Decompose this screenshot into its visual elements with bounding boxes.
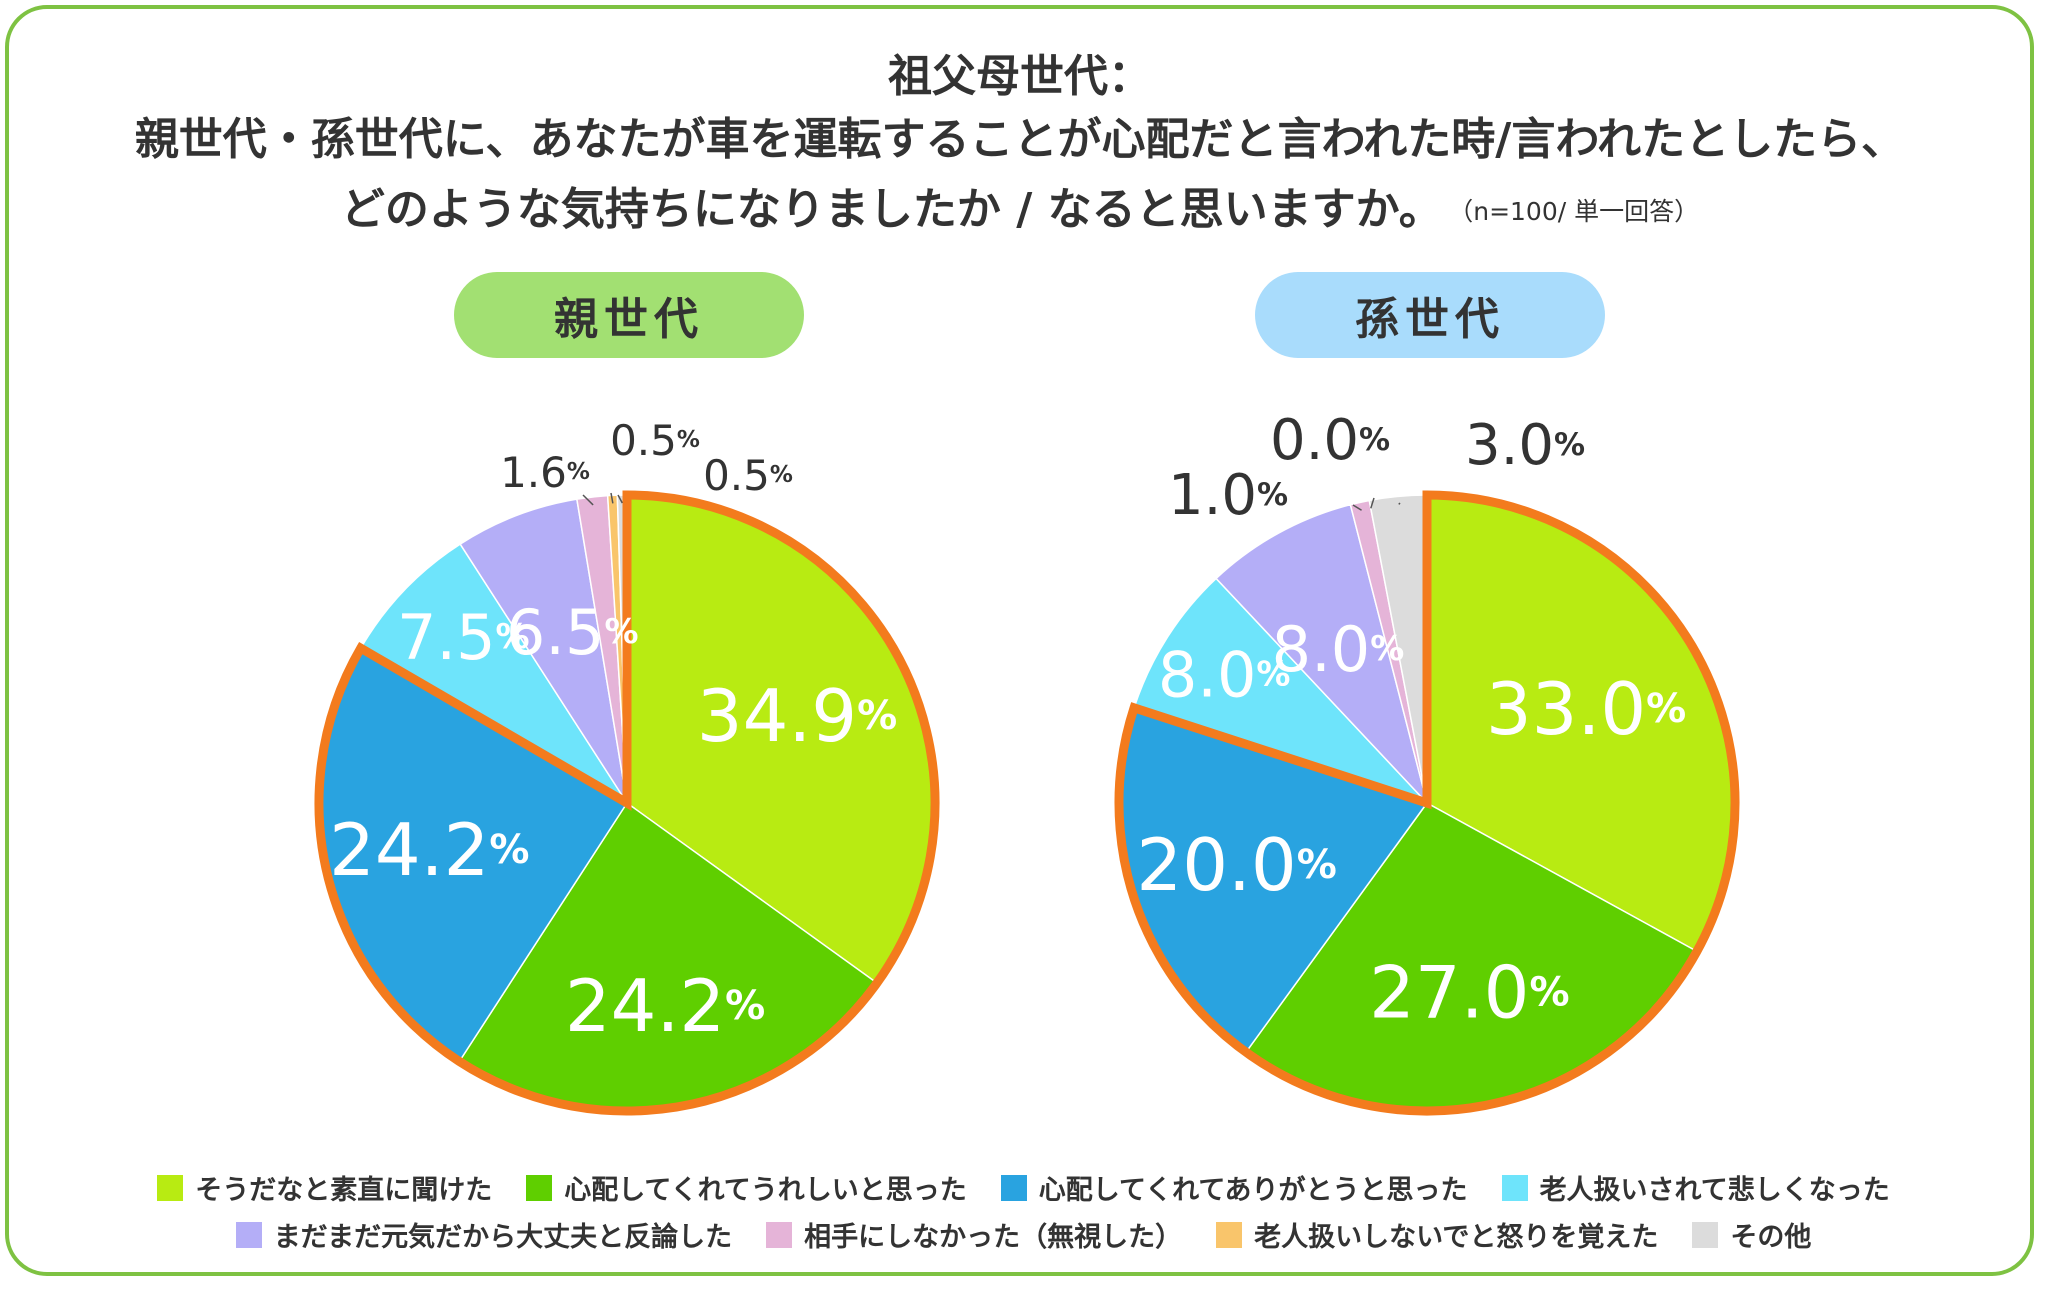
chart-title-line2: 親世代・孫世代に、あなたが車を運転することが心配だと言われた時/言われたとしたら… [134,114,1906,165]
legend-label: 老人扱いされて悲しくなった [1539,1175,1890,1206]
pie-slice [1215,503,1428,804]
pie-value-label: 27.0% [1369,950,1569,1034]
pie-value-label: 8.0% [1158,638,1291,711]
legend-item: まだまだ元気だから大丈夫と反論した [235,1215,733,1254]
legend-item: 相手にしなかった（無視した） [766,1215,1182,1254]
leader-line [617,494,623,504]
pie-value-label: 3.0% [1465,413,1585,478]
legend-swatch [157,1174,184,1201]
pie-value-label: 8.0% [1272,613,1405,686]
legend-label: そうだなと素直に聞けた [195,1175,493,1206]
pie-value-label: 6.5% [506,595,639,668]
legend-label: まだまだ元気だから大丈夫と反論した [273,1222,733,1253]
chart-title-line1: 祖父母世代： [888,51,1152,102]
pie-value-label: 1.6% [500,448,590,497]
legend-item: 心配してくれてありがとうと思った [1000,1168,1468,1207]
legend-label: 老人扱いしないでと怒りを覚えた [1254,1222,1659,1253]
pie-value-label: 7.5% [397,601,530,674]
pie-slice [459,498,628,804]
legend-label: その他 [1730,1222,1812,1253]
leader-line [1352,504,1362,511]
legend-item: 心配してくれてうれしいと思った [526,1168,967,1207]
chart-title-line3: どのような気持ちになりましたか / なると思いますか。 （n=100/ 単一回答） [40,188,2000,232]
leader-line [582,494,594,506]
leader-line [610,492,614,504]
legend-swatch [766,1221,793,1248]
legend-swatch [1000,1174,1027,1201]
chart-frame [5,5,2034,1276]
pie-value-label: 24.2% [329,808,529,892]
legend-label: 相手にしなかった（無視した） [804,1222,1183,1253]
highlight-outline [314,490,940,1116]
legend-swatch [1692,1221,1719,1248]
legend-swatch [526,1174,553,1201]
pie-title-grandchild: 孫世代 [1255,272,1605,358]
legend-swatch [1216,1221,1243,1248]
pie-slice [359,543,628,804]
legend-swatch [1501,1174,1528,1201]
pie-1: 33.0% 27.0% 20.0% 8.0%8.0% 1.0%0.0% 3.0% [1114,408,1740,1116]
pie-slice [1133,577,1428,804]
sample-note: （n=100/ 単一回答） [1460,197,1700,226]
pie-value-label: 20.0% [1136,823,1336,907]
pie-value-label: 34.9% [697,674,897,758]
pie-0: 34.9% 24.2% 24.2% 7.5%6.5% 1.6% 0.5%0.5% [314,416,940,1116]
pie-value-label: 0.5% [610,416,700,465]
pie-value-label: 0.0% [1270,408,1390,473]
pie-value-label: 0.5% [703,451,793,500]
legend-item: 老人扱いされて悲しくなった [1501,1168,1890,1207]
legend-item: そうだなと素直に聞けた [157,1168,492,1207]
highlight-outline [1114,490,1740,1116]
legend-label: 心配してくれてありがとうと思った [1038,1175,1468,1206]
pie-value-label: 1.0% [1168,463,1288,528]
legend-row-1: そうだなと素直に聞けた 心配してくれてうれしいと思った 心配してくれてありがとうと思… [0,1168,2047,1207]
pie-value-label: 24.2% [565,964,765,1048]
leader-line [1370,497,1375,509]
legend-item: 老人扱いしないでと怒りを覚えた [1216,1215,1658,1254]
legend-swatch [235,1221,262,1248]
leader-line [1398,502,1401,505]
legend-item: その他 [1692,1215,1811,1254]
pie-value-label: 33.0% [1486,667,1686,751]
legend-row-2: まだまだ元気だから大丈夫と反論した 相手にしなかった（無視した） 老人扱いしないでと… [0,1215,2047,1254]
legend-label: 心配してくれてうれしいと思った [564,1175,967,1206]
pie-title-parent: 親世代 [454,272,804,358]
chart-title-line3-text: どのような気持ちになりましたか / なると思いますか。 [340,184,1443,235]
